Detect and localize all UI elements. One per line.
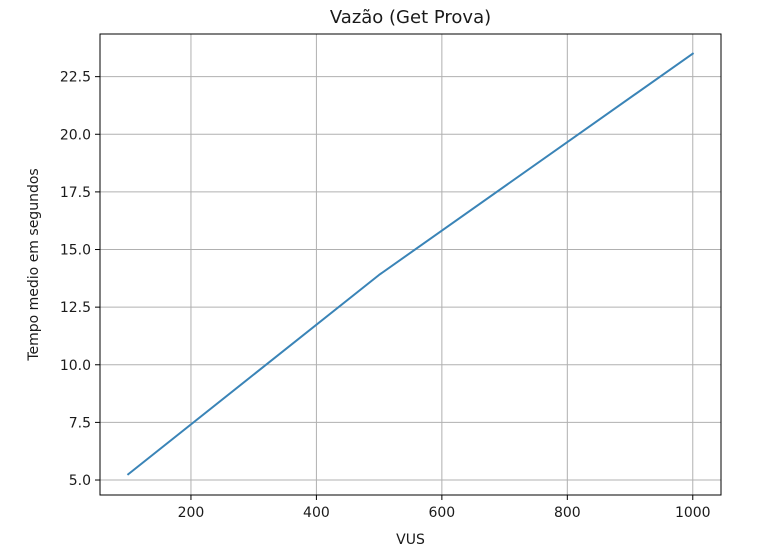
y-tick-label: 17.5 bbox=[60, 185, 91, 201]
y-tick-label: 22.5 bbox=[60, 70, 91, 86]
y-tick-label: 15.0 bbox=[60, 243, 91, 259]
x-tick-label: 200 bbox=[178, 505, 205, 521]
grid-lines bbox=[100, 34, 721, 495]
plot-frame bbox=[99, 33, 722, 496]
y-tick-label: 20.0 bbox=[60, 127, 91, 143]
series-layer bbox=[126, 52, 695, 476]
x-tick-label: 1000 bbox=[675, 505, 711, 521]
chart-title: Vazão (Get Prova) bbox=[330, 7, 491, 28]
x-axis-label: VUS bbox=[396, 532, 425, 548]
y-axis-label: Tempo medio em segundos bbox=[26, 168, 42, 361]
y-axis-ticks: 5.0 7.5 10.0 12.5 15.0 17.5 20.0 22.5 bbox=[60, 70, 100, 489]
y-tick-label: 5.0 bbox=[69, 473, 91, 489]
x-tick-label: 800 bbox=[554, 505, 581, 521]
y-tick-label: 7.5 bbox=[69, 415, 91, 431]
x-tick-label: 400 bbox=[303, 505, 330, 521]
y-tick-label: 10.0 bbox=[60, 358, 91, 374]
x-axis-ticks: 200 400 600 800 1000 bbox=[178, 495, 711, 521]
x-tick-label: 600 bbox=[428, 505, 455, 521]
y-tick-label: 12.5 bbox=[60, 300, 91, 316]
series-line bbox=[126, 52, 695, 476]
